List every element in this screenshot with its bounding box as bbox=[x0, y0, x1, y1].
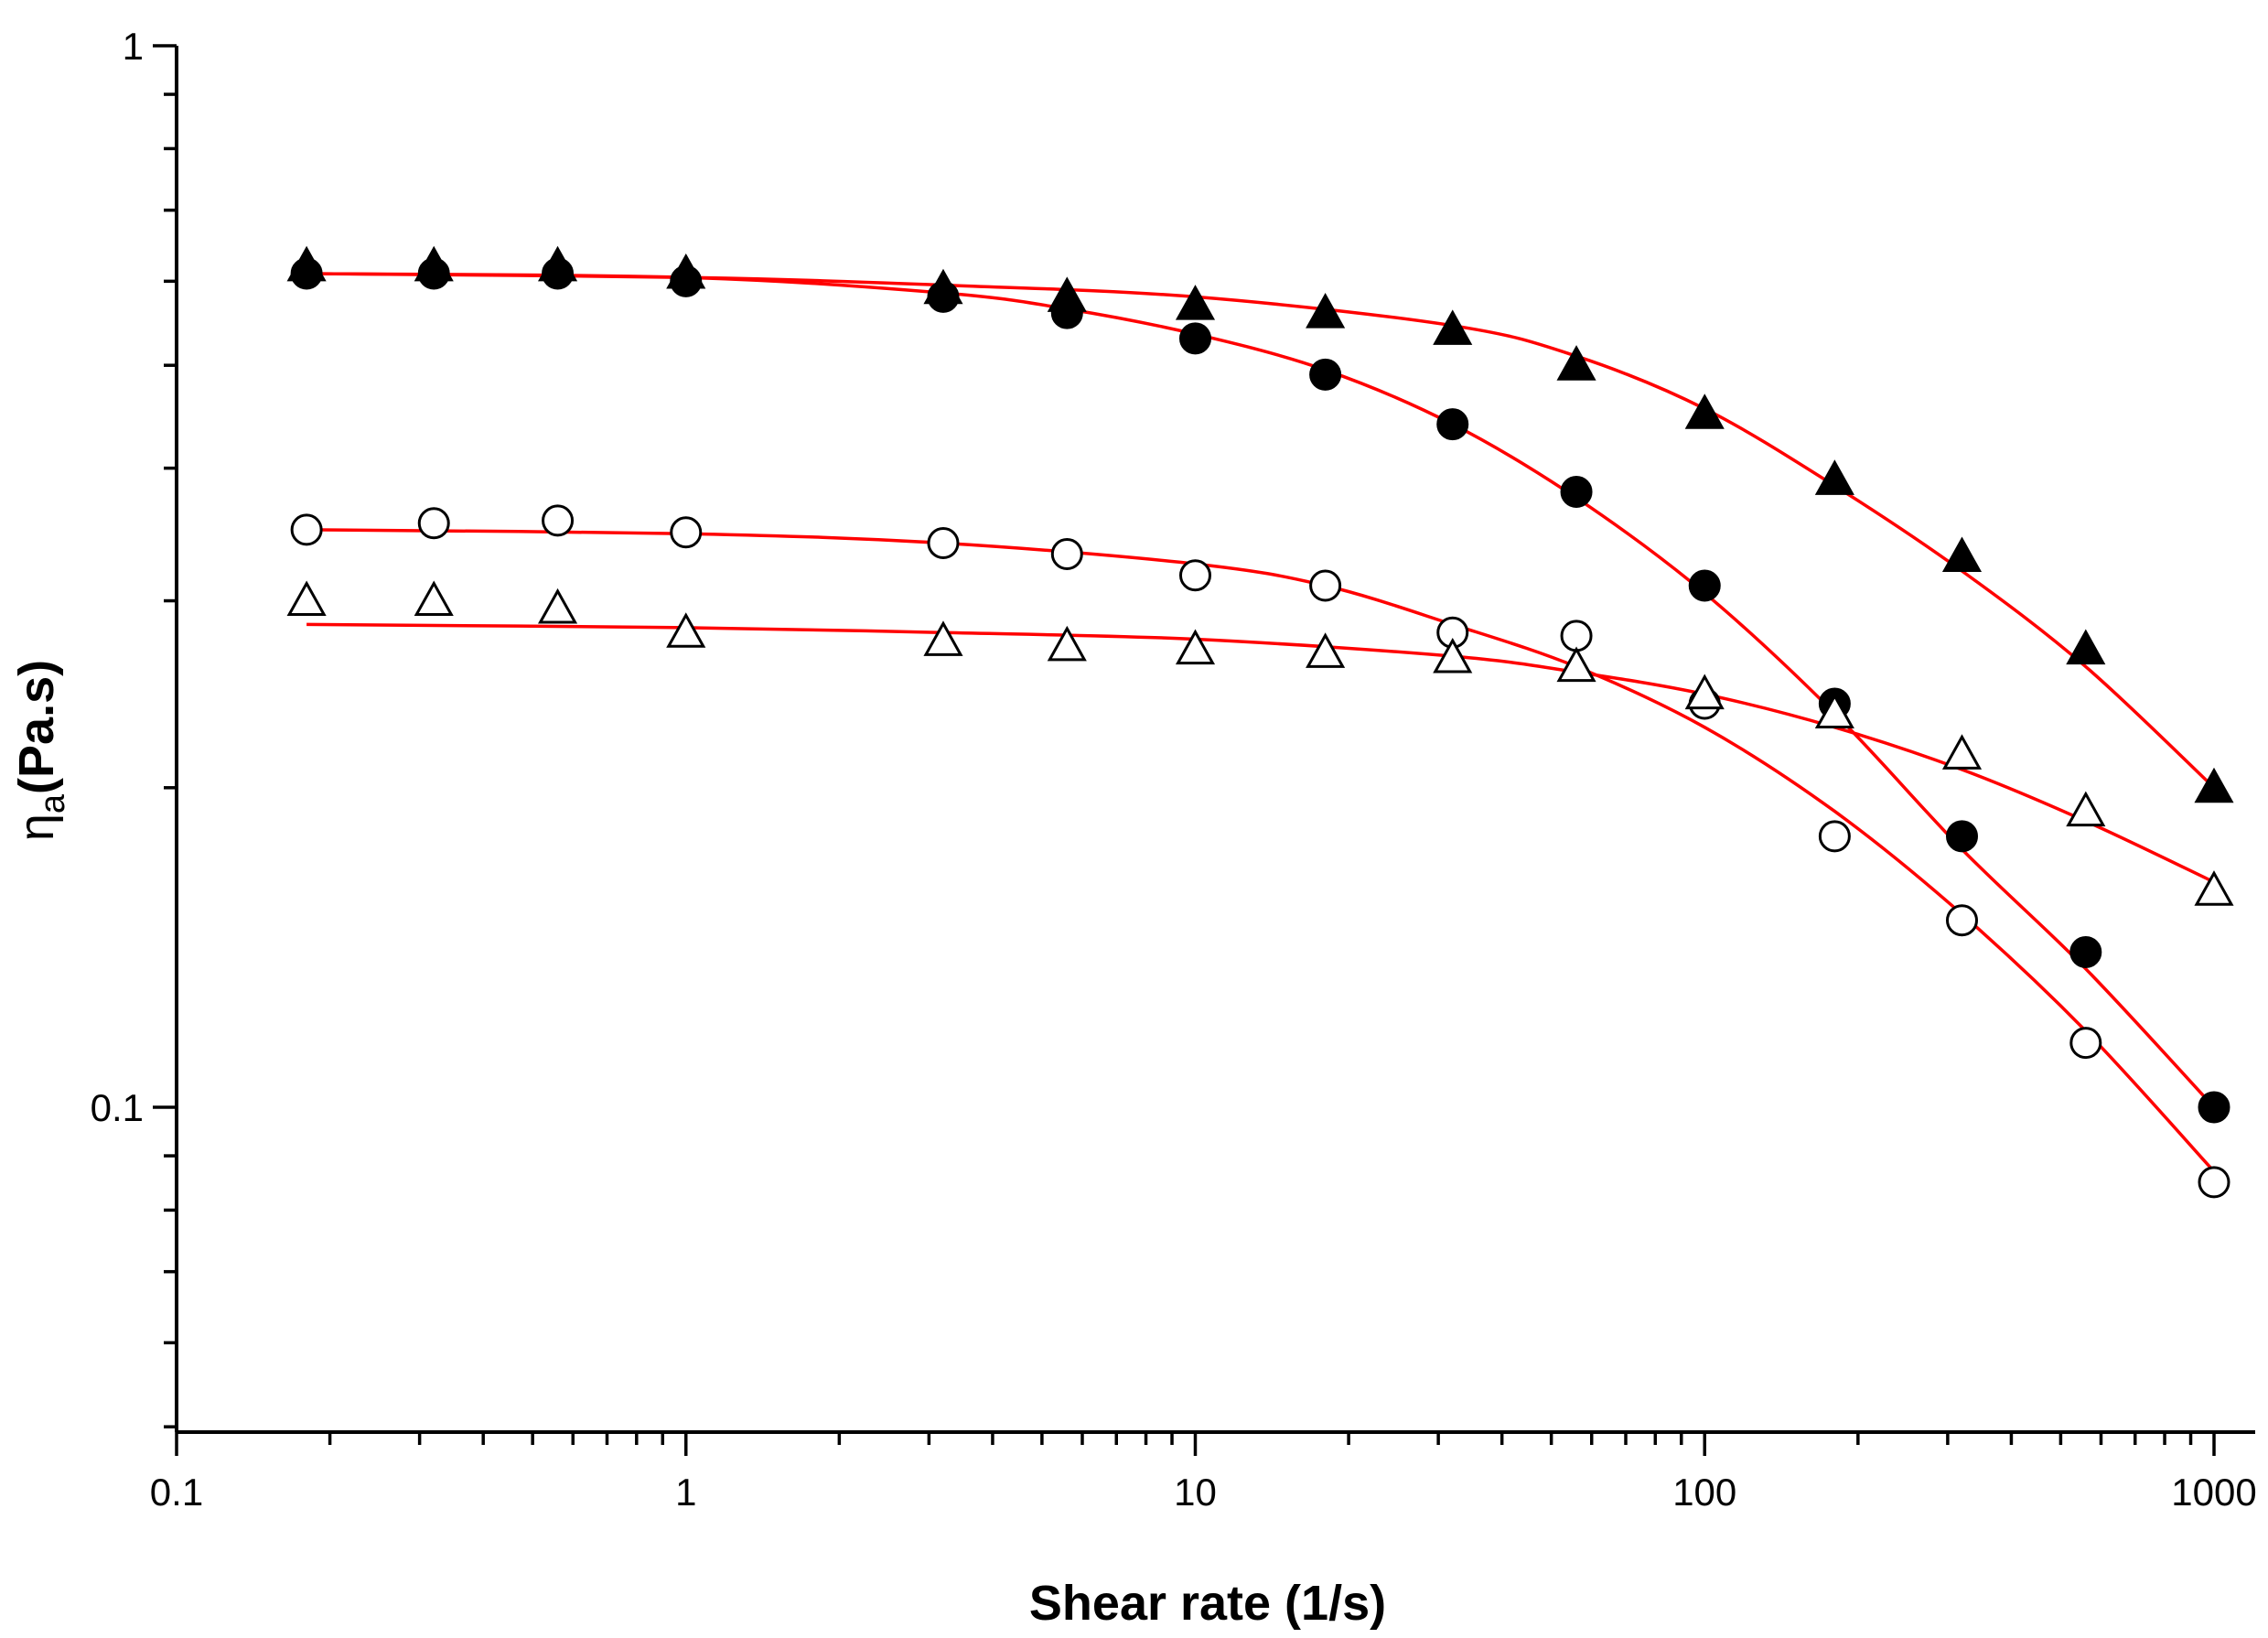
data-point-open-circles bbox=[1309, 569, 1342, 602]
x-tick-label: 1 bbox=[675, 1471, 696, 1514]
data-point-open-circles bbox=[1818, 820, 1851, 853]
data-point-open-triangles bbox=[2066, 791, 2106, 827]
y-ticks: 0.11 bbox=[91, 25, 177, 1428]
x-axis-title: Shear rate (1/s) bbox=[1029, 1576, 1386, 1631]
fit-curve-filled-circles bbox=[306, 272, 2216, 1109]
data-point-filled-circles bbox=[1560, 475, 1593, 508]
data-point-open-triangles bbox=[1047, 625, 1087, 662]
data-point-filled-circles bbox=[2198, 1091, 2230, 1124]
data-point-filled-circles bbox=[2069, 935, 2102, 968]
data-point-open-triangles bbox=[414, 580, 454, 617]
data-point-filled-triangles bbox=[2194, 767, 2234, 803]
data-point-open-triangles bbox=[923, 620, 963, 656]
data-point-filled-triangles bbox=[1175, 285, 1216, 320]
data-point-filled-triangles bbox=[2066, 629, 2106, 665]
data-point-open-circles bbox=[417, 507, 450, 540]
data-point-open-triangles bbox=[1306, 632, 1346, 668]
data-point-open-circles bbox=[1945, 904, 1978, 937]
data-point-open-circles bbox=[1050, 537, 1083, 570]
data-point-filled-circles bbox=[1688, 569, 1721, 602]
x-tick-label: 1000 bbox=[2171, 1471, 2256, 1514]
data-point-open-circles bbox=[2198, 1166, 2230, 1199]
data-point-open-triangles bbox=[666, 612, 706, 648]
data-point-open-triangles bbox=[1814, 693, 1854, 729]
data-point-filled-circles bbox=[417, 257, 450, 290]
data-point-filled-triangles bbox=[1306, 293, 1346, 329]
data-point-open-triangles bbox=[286, 580, 327, 617]
y-tick-label: 1 bbox=[123, 25, 144, 68]
data-point-open-circles bbox=[1560, 620, 1593, 652]
data-point-open-circles bbox=[927, 526, 960, 559]
data-point-open-triangles bbox=[2194, 870, 2234, 906]
y-axis-title-symbol: η bbox=[9, 814, 64, 841]
data-point-filled-circles bbox=[1309, 358, 1342, 391]
data-point-filled-circles bbox=[1050, 296, 1083, 329]
fit-curve-open-triangles bbox=[306, 622, 2215, 884]
data-point-open-triangles bbox=[1556, 646, 1596, 683]
data-point-filled-triangles bbox=[1433, 309, 1473, 345]
data-point-filled-circles bbox=[927, 280, 960, 313]
data-point-filled-triangles bbox=[1814, 459, 1854, 495]
data-point-open-triangles bbox=[1433, 637, 1473, 674]
x-ticks: 0.1 1 10 100 1000 bbox=[150, 1432, 2257, 1514]
data-point-filled-circles bbox=[1179, 322, 1211, 355]
data-point-filled-circles bbox=[290, 257, 323, 290]
axes bbox=[175, 46, 2255, 1434]
data-point-filled-circles bbox=[1945, 820, 1978, 853]
data-point-open-circles bbox=[1179, 559, 1211, 592]
y-axis-title-unit: (Pa.s) bbox=[9, 660, 64, 794]
data-point-open-circles bbox=[542, 504, 575, 537]
data-point-filled-circles bbox=[670, 264, 703, 297]
data-point-filled-triangles bbox=[1941, 536, 1983, 573]
data-point-open-circles bbox=[670, 516, 703, 549]
y-tick-label: 0.1 bbox=[91, 1086, 144, 1129]
y-axis-title-subscript: a bbox=[34, 793, 72, 814]
data-point-filled-triangles bbox=[1556, 345, 1596, 381]
data-point-open-triangles bbox=[1684, 674, 1725, 710]
x-tick-label: 0.1 bbox=[150, 1471, 203, 1514]
data-point-filled-circles bbox=[1436, 408, 1469, 441]
x-tick-label: 10 bbox=[1174, 1471, 1217, 1514]
data-point-filled-circles bbox=[542, 257, 575, 290]
data-point-filled-triangles bbox=[1684, 393, 1725, 429]
data-point-open-circles bbox=[2069, 1027, 2102, 1060]
fit-curves bbox=[306, 272, 2216, 1173]
data-point-open-circles bbox=[290, 513, 323, 546]
data-point-open-triangles bbox=[537, 587, 578, 624]
x-tick-label: 100 bbox=[1672, 1471, 1736, 1514]
y-axis-title: ηa(Pa.s) bbox=[9, 660, 72, 841]
data-point-open-triangles bbox=[1941, 734, 1983, 770]
data-points bbox=[286, 245, 2234, 1199]
data-point-open-triangles bbox=[1175, 629, 1216, 665]
